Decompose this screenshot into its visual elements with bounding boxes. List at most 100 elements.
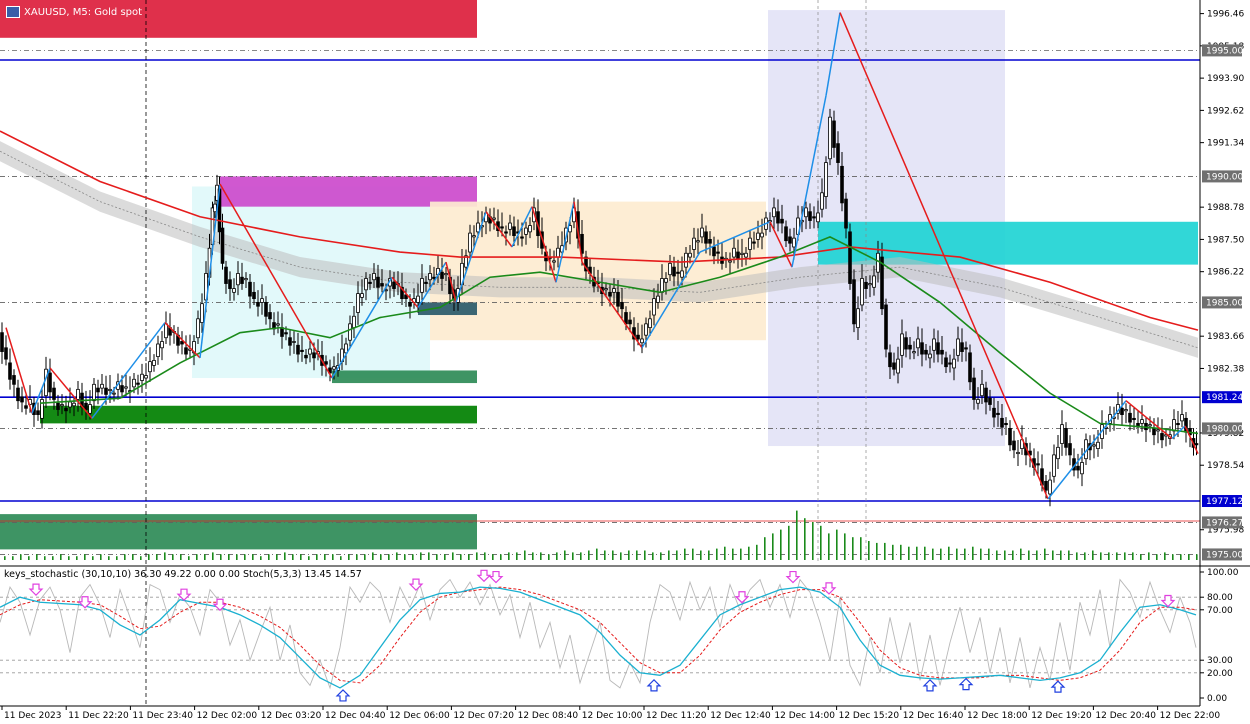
candle-body — [76, 388, 80, 400]
volume-bar — [1172, 554, 1174, 560]
candle-body — [84, 402, 88, 410]
volume-bar — [1020, 548, 1022, 560]
zone-9 — [0, 514, 477, 550]
candle-body — [972, 377, 976, 400]
candle-body — [704, 231, 708, 244]
time-tick-label: 12 Dec 10:00 — [582, 711, 643, 721]
candle-body — [56, 402, 60, 410]
volume-bar — [1092, 550, 1094, 560]
candle-body — [332, 366, 336, 370]
volume-bar — [572, 552, 574, 560]
volume-bar — [1036, 550, 1038, 560]
candle-body — [428, 273, 432, 281]
price-label: 1981.24 — [1206, 393, 1243, 403]
candle-body — [556, 247, 560, 258]
arrow-down-icon — [476, 569, 492, 583]
volume-bar — [396, 552, 398, 560]
candle-body — [432, 276, 436, 279]
zone-6 — [418, 302, 477, 316]
volume-bar — [868, 541, 870, 560]
candle-body — [892, 362, 896, 370]
price-label: 1980.00 — [1206, 424, 1243, 434]
price-tick-label: 1975.98 — [1207, 526, 1244, 536]
time-axis: 11 Dec 2023 11 Dec 22:20 11 Dec 23:40 12 De… — [0, 705, 1220, 721]
candle-body — [1036, 463, 1040, 466]
candle-body — [920, 342, 924, 355]
volume-bar — [436, 554, 438, 560]
volume-bar — [1028, 550, 1030, 560]
price-label: 1976.27 — [1206, 518, 1243, 528]
time-tick-label: 12 Dec 06:00 — [389, 711, 450, 721]
candle-body — [268, 312, 272, 320]
candle-body — [476, 222, 480, 233]
candle-body — [416, 295, 420, 303]
candle-body — [880, 256, 884, 310]
volume-bar — [780, 529, 782, 560]
candle-body — [808, 211, 812, 221]
time-tick-label: 12 Dec 15:20 — [839, 711, 900, 721]
candle-body — [616, 291, 620, 307]
volume-bar — [732, 548, 734, 560]
time-tick-label: 11 Dec 22:20 — [68, 711, 129, 721]
candle-body — [520, 236, 524, 239]
arrow-down-icon — [28, 583, 44, 597]
stoch-signal-line — [0, 586, 1197, 684]
candle-body — [344, 343, 348, 354]
candle-body — [628, 319, 632, 325]
candle-body — [224, 266, 228, 284]
candle-body — [952, 358, 956, 369]
candle-body — [1132, 417, 1136, 421]
ma-red-line — [0, 130, 1199, 331]
volume-bar — [692, 548, 694, 560]
volume-bar — [204, 554, 206, 560]
candle-body — [68, 401, 72, 408]
candle-body — [228, 279, 232, 289]
candle-body — [308, 348, 312, 355]
candle-body — [804, 207, 808, 218]
arrow-up-icon — [1050, 680, 1066, 693]
volume-bar — [916, 546, 918, 560]
candle-body — [736, 251, 740, 259]
candle-body — [468, 232, 472, 253]
candle-body — [864, 281, 868, 289]
volume-bar — [716, 548, 718, 560]
time-tick-label: 12 Dec 07:20 — [453, 711, 514, 721]
candle-body — [868, 283, 872, 286]
candle-body — [904, 337, 908, 350]
volume-bar — [340, 556, 342, 560]
candle-body — [776, 211, 780, 224]
candle-body — [368, 281, 372, 284]
candle-body — [1194, 443, 1199, 446]
candle-body — [500, 226, 504, 229]
candle-body — [644, 323, 648, 336]
candle-body — [288, 337, 292, 346]
zigzag-segment — [219, 183, 333, 379]
candle-body — [276, 323, 280, 326]
volume-bar — [796, 510, 798, 560]
candle-body — [260, 298, 264, 303]
zigzag-segment — [31, 367, 51, 414]
candle-body — [860, 278, 864, 306]
volume-bar — [212, 552, 214, 560]
candle-body — [200, 303, 204, 323]
volume-bar — [700, 550, 702, 560]
candle-body — [1124, 409, 1128, 412]
candle-body — [624, 312, 628, 325]
volume-bar — [804, 518, 806, 560]
volume-bar — [1084, 552, 1086, 560]
candle-body — [584, 256, 588, 272]
volume-bar — [972, 546, 974, 560]
volume-bar — [852, 537, 854, 560]
candle-body — [528, 225, 532, 233]
candle-body — [876, 252, 880, 273]
volume-bar — [292, 554, 294, 560]
candle-body — [372, 273, 376, 281]
volume-bar — [828, 533, 830, 560]
arrow-up-icon — [646, 679, 662, 692]
arrow-down-icon — [176, 588, 192, 602]
volume-bar — [604, 550, 606, 560]
candle-body — [1000, 417, 1004, 428]
volume-bar — [52, 556, 54, 560]
candle-body — [900, 333, 904, 356]
volume-bar — [980, 548, 982, 560]
